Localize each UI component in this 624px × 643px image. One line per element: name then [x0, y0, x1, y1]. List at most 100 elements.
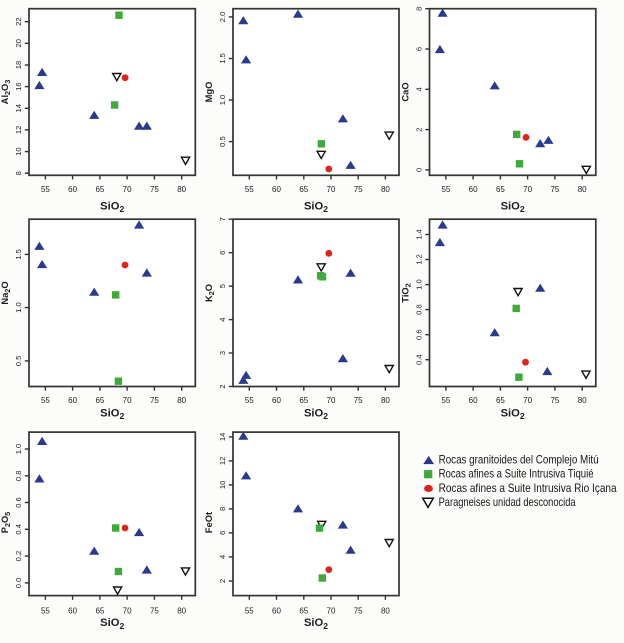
- svg-text:1.5: 1.5: [14, 249, 23, 260]
- svg-text:1.2: 1.2: [415, 254, 424, 265]
- svg-text:SiO2: SiO2: [304, 407, 328, 421]
- svg-text:60: 60: [272, 396, 281, 405]
- svg-text:10: 10: [14, 147, 23, 155]
- svg-text:75: 75: [550, 396, 559, 405]
- svg-text:22: 22: [14, 17, 23, 25]
- svg-text:70: 70: [327, 607, 336, 616]
- svg-text:75: 75: [354, 607, 363, 616]
- svg-text:65: 65: [95, 396, 104, 405]
- svg-text:SiO2: SiO2: [304, 201, 328, 215]
- svg-text:14: 14: [14, 104, 23, 112]
- svg-text:12: 12: [218, 457, 227, 465]
- svg-text:2: 2: [218, 384, 227, 388]
- svg-text:60: 60: [272, 185, 281, 194]
- svg-text:0.4: 0.4: [415, 354, 424, 365]
- svg-text:1.0: 1.0: [415, 279, 424, 290]
- svg-text:55: 55: [41, 396, 50, 405]
- svg-text:6: 6: [218, 251, 227, 255]
- svg-text:4: 4: [218, 317, 227, 321]
- svg-text:70: 70: [123, 185, 132, 194]
- svg-text:SiO2: SiO2: [100, 617, 124, 631]
- svg-text:60: 60: [469, 396, 478, 405]
- svg-text:0: 0: [415, 168, 424, 172]
- svg-text:0.8: 0.8: [14, 471, 23, 482]
- svg-text:TiO2: TiO2: [400, 283, 413, 302]
- svg-text:65: 65: [95, 607, 104, 616]
- svg-text:70: 70: [327, 396, 336, 405]
- svg-text:Rocas granitoides del Complejo: Rocas granitoides del Complejo Mitú: [439, 452, 599, 466]
- svg-text:55: 55: [441, 185, 450, 194]
- svg-text:65: 65: [299, 607, 308, 616]
- svg-text:65: 65: [95, 185, 104, 194]
- svg-text:80: 80: [177, 185, 186, 194]
- svg-text:0.2: 0.2: [14, 551, 23, 562]
- svg-text:75: 75: [550, 185, 559, 194]
- svg-text:10: 10: [218, 481, 227, 489]
- svg-text:SiO2: SiO2: [100, 201, 124, 215]
- svg-text:SiO2: SiO2: [304, 617, 328, 631]
- svg-text:75: 75: [150, 607, 159, 616]
- svg-text:70: 70: [523, 396, 532, 405]
- svg-text:P2O5: P2O5: [0, 512, 12, 534]
- svg-text:4: 4: [415, 87, 424, 91]
- svg-text:Na2O: Na2O: [0, 281, 12, 304]
- svg-text:FeOt: FeOt: [203, 512, 214, 533]
- svg-text:75: 75: [354, 396, 363, 405]
- svg-text:7: 7: [218, 217, 227, 221]
- svg-text:55: 55: [41, 607, 50, 616]
- svg-text:60: 60: [68, 185, 77, 194]
- svg-text:75: 75: [150, 396, 159, 405]
- svg-text:55: 55: [41, 185, 50, 194]
- svg-text:2.0: 2.0: [218, 12, 227, 23]
- svg-text:0.8: 0.8: [415, 304, 424, 315]
- svg-text:0.5: 0.5: [218, 136, 227, 147]
- svg-text:70: 70: [123, 396, 132, 405]
- svg-text:55: 55: [245, 185, 254, 194]
- svg-text:Rocas afines a Suite Intrusiva: Rocas afines a Suite Intrusiva Tiquié: [439, 467, 594, 481]
- svg-text:60: 60: [68, 396, 77, 405]
- svg-text:75: 75: [354, 185, 363, 194]
- svg-text:65: 65: [496, 396, 505, 405]
- svg-text:0.4: 0.4: [14, 524, 23, 535]
- svg-text:12: 12: [14, 126, 23, 134]
- svg-text:0.6: 0.6: [415, 329, 424, 340]
- svg-text:80: 80: [578, 185, 587, 194]
- svg-text:70: 70: [327, 185, 336, 194]
- svg-text:1.0: 1.0: [218, 95, 227, 106]
- svg-text:3: 3: [218, 351, 227, 355]
- svg-text:14: 14: [218, 433, 227, 441]
- svg-text:Rocas afines a Suite Intrusiva: Rocas afines a Suite Intrusiva Rio Içana: [439, 481, 617, 495]
- svg-text:MgO: MgO: [203, 82, 214, 103]
- svg-text:SiO2: SiO2: [501, 407, 525, 421]
- svg-text:8: 8: [14, 171, 23, 175]
- svg-text:60: 60: [68, 607, 77, 616]
- svg-text:0.5: 0.5: [14, 356, 23, 367]
- svg-text:75: 75: [150, 185, 159, 194]
- svg-text:80: 80: [381, 396, 390, 405]
- svg-text:0.0: 0.0: [14, 578, 23, 589]
- svg-text:1.4: 1.4: [415, 229, 424, 240]
- svg-text:80: 80: [578, 396, 587, 405]
- svg-text:8: 8: [218, 507, 227, 511]
- svg-text:6: 6: [415, 47, 424, 51]
- svg-text:65: 65: [496, 185, 505, 194]
- svg-text:4: 4: [218, 555, 227, 559]
- svg-text:80: 80: [177, 396, 186, 405]
- svg-text:16: 16: [14, 82, 23, 90]
- svg-text:0.6: 0.6: [14, 497, 23, 508]
- svg-text:SiO2: SiO2: [501, 201, 525, 215]
- svg-text:80: 80: [177, 607, 186, 616]
- svg-text:80: 80: [381, 607, 390, 616]
- svg-text:6: 6: [218, 531, 227, 535]
- svg-text:65: 65: [299, 396, 308, 405]
- svg-text:55: 55: [245, 396, 254, 405]
- svg-text:55: 55: [441, 396, 450, 405]
- svg-text:Al2O3: Al2O3: [0, 80, 12, 105]
- svg-text:70: 70: [523, 185, 532, 194]
- svg-text:K2O: K2O: [203, 284, 216, 302]
- svg-text:1.0: 1.0: [14, 302, 23, 313]
- svg-text:20: 20: [14, 39, 23, 47]
- svg-text:1.0: 1.0: [14, 444, 23, 455]
- svg-text:55: 55: [245, 607, 254, 616]
- svg-text:SiO2: SiO2: [100, 407, 124, 421]
